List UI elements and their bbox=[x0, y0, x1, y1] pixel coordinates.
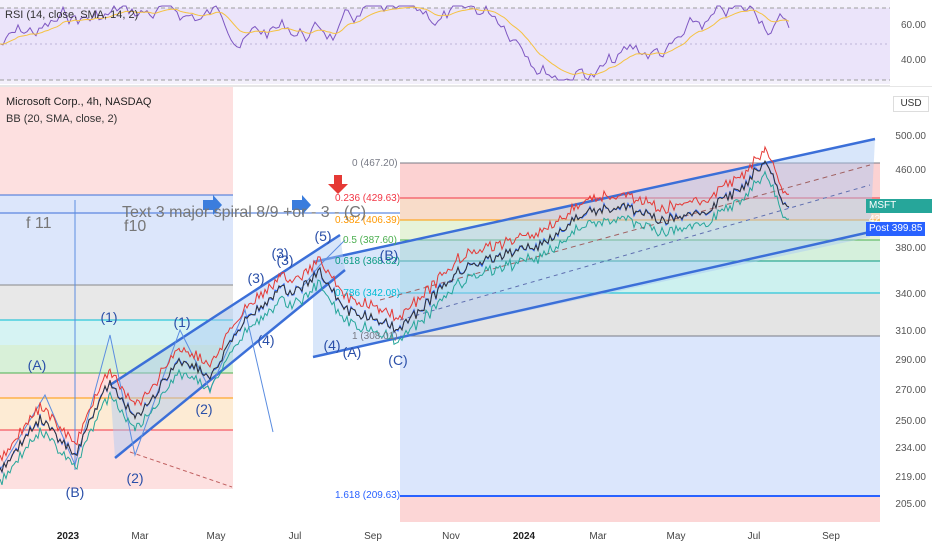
price-tick: 500.00 bbox=[895, 131, 926, 142]
wave-label[interactable]: (1) bbox=[173, 314, 191, 330]
fib-zone-1618 bbox=[400, 496, 880, 522]
time-tick: May bbox=[666, 531, 686, 542]
wave-label[interactable]: (C) bbox=[388, 352, 408, 368]
symbol-label[interactable]: Microsoft Corp., 4h, NASDAQ bbox=[6, 96, 152, 108]
fib-label-382: 0.382 (406.39) bbox=[335, 215, 401, 226]
fib-zone-1 bbox=[400, 336, 880, 496]
wave-label[interactable]: (3) bbox=[271, 245, 289, 261]
wave-label[interactable]: (A) bbox=[342, 344, 362, 360]
main-channel-fill bbox=[313, 139, 875, 357]
fib-label-5: 0.5 (387.60) bbox=[343, 235, 397, 246]
wave-label[interactable]: (2) bbox=[195, 401, 213, 417]
time-tick: 2024 bbox=[512, 531, 536, 542]
early-channel-top bbox=[109, 233, 341, 387]
time-tick: 2023 bbox=[56, 531, 80, 542]
arrow-down-icon bbox=[328, 175, 348, 194]
time-tick: Mar bbox=[131, 531, 149, 542]
time-tick: Sep bbox=[364, 531, 382, 542]
rsi-tick: 40.00 bbox=[900, 55, 926, 66]
main-channel-bottom bbox=[312, 230, 871, 359]
price-tick: 310.00 bbox=[895, 326, 926, 337]
rsi-ma-line bbox=[0, 6, 790, 76]
time-axis[interactable] bbox=[0, 527, 932, 550]
wave-label[interactable]: (B) bbox=[65, 484, 85, 500]
time-tick: Jul bbox=[747, 531, 761, 542]
f11-label[interactable]: f 11 bbox=[26, 215, 52, 232]
fib-zone-236 bbox=[400, 198, 880, 220]
fib-label-1: 1 (308.01) bbox=[352, 331, 398, 342]
price-tick: 250.00 bbox=[895, 416, 926, 427]
time-tick: May bbox=[206, 531, 226, 542]
price-tick: 270.00 bbox=[895, 385, 926, 396]
fib-label-236: 0.236 (429.63) bbox=[335, 193, 401, 204]
rsi-axis[interactable] bbox=[890, 0, 932, 86]
f10-label[interactable]: f10 bbox=[124, 218, 147, 235]
wave-label[interactable]: (1) bbox=[100, 309, 118, 325]
gray-zone-left bbox=[0, 285, 233, 320]
main-channel-top bbox=[312, 137, 876, 264]
price-tick: 380.00 bbox=[895, 243, 926, 254]
wave-label[interactable]: (4) bbox=[257, 332, 275, 348]
blue-zone-left bbox=[0, 195, 233, 285]
fib-label-618: 0.618 (368.82) bbox=[335, 256, 401, 267]
wave-label[interactable]: (B) bbox=[379, 247, 399, 263]
cyan-zone-left bbox=[0, 320, 233, 345]
time-tick: Sep bbox=[822, 531, 840, 542]
fib-label-0: 0 (467.20) bbox=[352, 158, 398, 169]
time-tick: Jul bbox=[288, 531, 302, 542]
price-tick: 234.00 bbox=[895, 443, 926, 454]
channel-mid-dashed bbox=[379, 164, 871, 301]
price-line bbox=[0, 159, 790, 474]
fib-zone-382 bbox=[400, 220, 880, 240]
bb-indicator-label[interactable]: BB (20, SMA, close, 2) bbox=[6, 113, 118, 125]
wave-label[interactable]: (A) bbox=[27, 357, 47, 373]
price-tick: 460.00 bbox=[895, 165, 926, 176]
bb-upper-line bbox=[0, 145, 790, 462]
wave-label[interactable]: (4) bbox=[323, 337, 341, 353]
fib-zone-618 bbox=[400, 261, 880, 293]
price-tick: 290.00 bbox=[895, 355, 926, 366]
fib-label-1618: 1.618 (209.63) bbox=[335, 490, 401, 501]
price-tick: 340.00 bbox=[895, 289, 926, 300]
spiral-note-text[interactable]: Text 3 major spiral 8/9 +or - 3 - (C) bbox=[122, 204, 367, 221]
price-tick: 205.00 bbox=[895, 499, 926, 510]
early-dashed bbox=[129, 451, 233, 488]
arrow-right-icon bbox=[203, 195, 222, 215]
wave-label[interactable]: (3) bbox=[247, 270, 265, 286]
channel-mid-dashed-2 bbox=[399, 184, 871, 321]
post-price-tag: Post 399.85 bbox=[866, 222, 926, 236]
fib-zone-786 bbox=[400, 293, 880, 336]
early-channel-fill bbox=[110, 235, 345, 458]
rsi-line bbox=[0, 4, 790, 81]
arrow-right-icon bbox=[292, 195, 311, 215]
wave-label[interactable]: (5) bbox=[314, 228, 332, 244]
price-axis[interactable] bbox=[890, 87, 932, 527]
fib-label-786: 0.786 (342.08) bbox=[335, 288, 401, 299]
fib-zone-0 bbox=[400, 163, 880, 198]
bb-lower-line bbox=[0, 170, 790, 486]
currency-button[interactable]: USD bbox=[893, 96, 929, 112]
time-tick: Nov bbox=[442, 531, 460, 542]
rsi-indicator-label[interactable]: RSI (14, close, SMA, 14, 2) bbox=[5, 9, 139, 21]
early-channel-bottom bbox=[114, 269, 346, 459]
wave-label[interactable]: (2) bbox=[126, 470, 144, 486]
msft-price-tag: MSFT 422.22 bbox=[866, 199, 932, 225]
wave-label[interactable]: (3) bbox=[276, 252, 294, 268]
rsi-tick: 60.00 bbox=[900, 20, 926, 31]
price-tick: 219.00 bbox=[895, 472, 926, 483]
time-tick: Mar bbox=[589, 531, 607, 542]
